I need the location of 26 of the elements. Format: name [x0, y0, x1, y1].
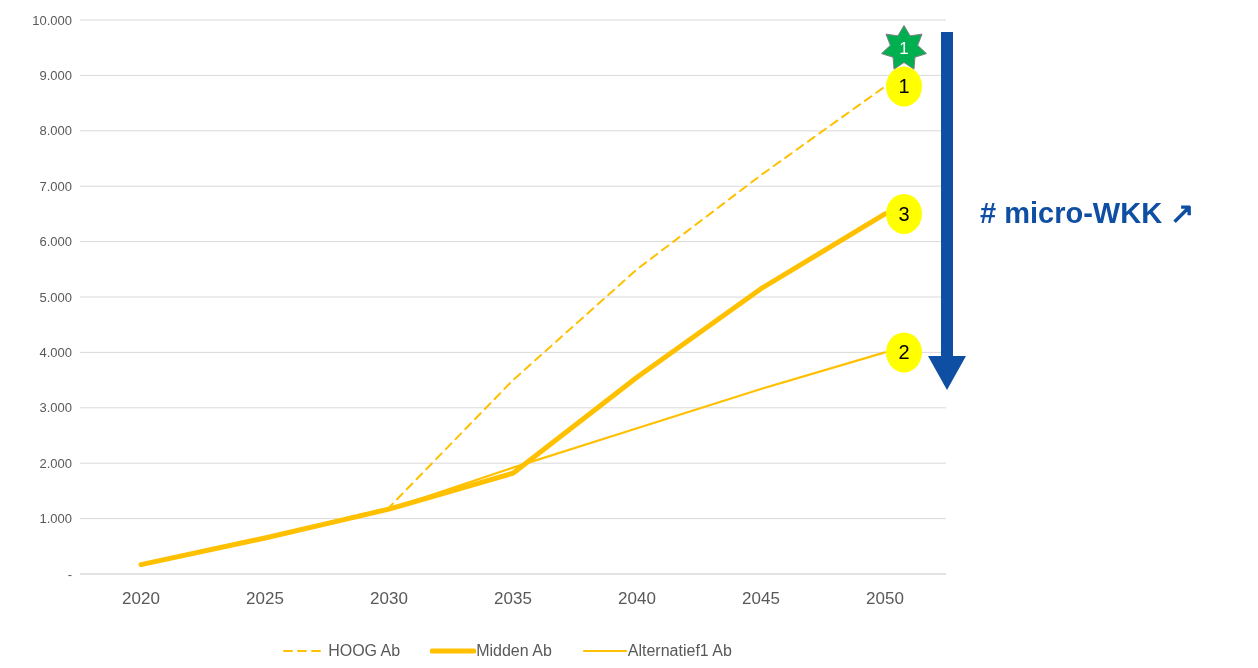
- y-tick-label: -: [67, 566, 72, 582]
- y-tick-label: 2.000: [39, 455, 72, 471]
- y-tick-label: 10.000: [32, 12, 72, 28]
- annotation: 3: [898, 202, 910, 225]
- x-tick-label: 2030: [370, 589, 408, 609]
- x-tick-label: 2050: [866, 589, 904, 609]
- x-tick-label: 2045: [742, 589, 780, 609]
- x-tick-label: 2025: [246, 589, 284, 609]
- x-tick-label: 2020: [122, 589, 160, 609]
- y-tick-label: 5.000: [39, 289, 72, 305]
- y-tick-label: 8.000: [39, 123, 72, 139]
- y-tick-label: 6.000: [39, 234, 72, 250]
- legend-label: HOOG Ab: [327, 642, 401, 660]
- legend-label: Alternatief1 Ab: [626, 642, 732, 660]
- legend-label: Midden Ab: [475, 642, 552, 660]
- annotation: 2: [898, 341, 910, 364]
- y-tick-label: 3.000: [39, 400, 72, 416]
- text: # micro-WKK ↗: [980, 196, 1195, 230]
- y-tick-label: 9.000: [39, 68, 72, 84]
- x-tick-label: 2035: [494, 589, 532, 609]
- annotation: 1: [898, 75, 910, 98]
- x-tick-label: 2040: [618, 589, 656, 609]
- y-tick-label: 7.000: [39, 178, 72, 194]
- annotation: 1: [899, 39, 909, 59]
- y-tick-label: 4.000: [39, 345, 72, 361]
- y-tick-label: 1.000: [39, 511, 72, 527]
